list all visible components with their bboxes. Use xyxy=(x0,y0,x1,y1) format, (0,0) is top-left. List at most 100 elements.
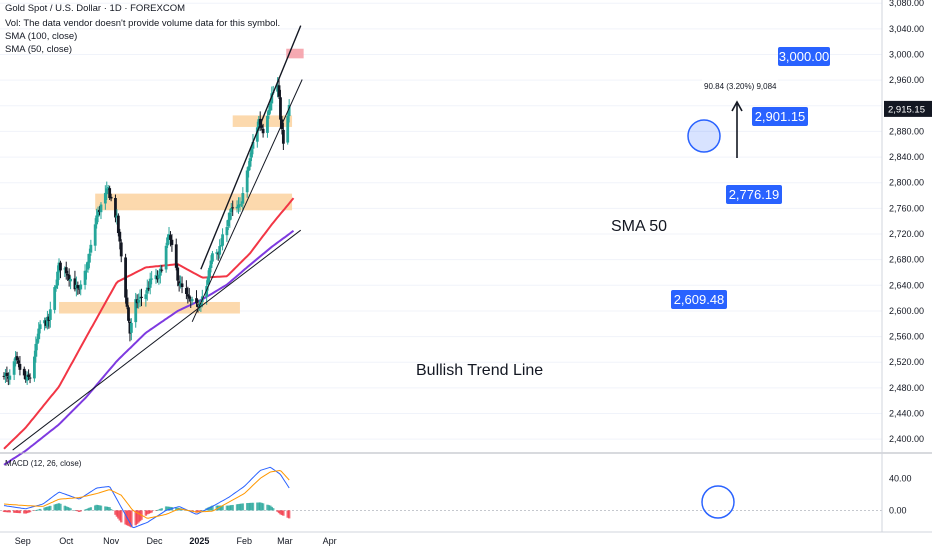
macd-histogram-bar xyxy=(237,504,240,511)
candle-body xyxy=(184,288,188,295)
macd-circle xyxy=(701,485,735,519)
candle-body xyxy=(167,234,171,239)
macd-histogram-bar xyxy=(148,510,152,514)
macd-histogram-bar xyxy=(124,510,127,525)
macd-histogram-bar xyxy=(23,510,26,514)
candle-body xyxy=(169,235,172,240)
symbol-title: Gold Spot / U.S. Dollar · 1D · FOREXCOM xyxy=(5,3,186,14)
x-tick-label: Dec xyxy=(147,536,164,546)
macd-histogram-bar xyxy=(218,505,221,511)
macd-histogram-bar xyxy=(196,510,200,513)
candle-body xyxy=(225,227,229,236)
macd-histogram-bar xyxy=(37,509,40,511)
macd-histogram-bar xyxy=(208,506,211,511)
macd-histogram-bar xyxy=(57,503,61,511)
candle-body xyxy=(206,276,210,285)
candle-body xyxy=(261,128,265,134)
macd-histogram-bar xyxy=(105,506,108,511)
price-label: 2,901.15 xyxy=(755,109,806,124)
candle-body xyxy=(179,283,182,287)
macd-y-tick-label: 40.00 xyxy=(889,473,912,483)
macd-histogram-bar xyxy=(156,510,159,511)
macd-histogram-bar xyxy=(66,506,69,511)
candle-body xyxy=(156,275,159,280)
candle-body xyxy=(125,297,129,307)
macd-histogram-bar xyxy=(130,510,133,528)
candle-body xyxy=(209,260,213,269)
sma100 xyxy=(3,229,295,466)
candle-body xyxy=(135,299,139,304)
y-tick-label: 2,800.00 xyxy=(889,178,924,188)
macd-histogram-bar xyxy=(147,510,150,514)
current-price-box xyxy=(884,100,932,117)
macd-legend: MACD (12, 26, close) xyxy=(5,459,82,468)
y-tick-label: 2,480.00 xyxy=(889,383,924,393)
y-tick-label: 2,640.00 xyxy=(889,280,924,290)
macd-histogram-bar xyxy=(277,510,281,514)
signal-line xyxy=(3,469,290,519)
y-tick-label: 2,840.00 xyxy=(889,152,924,162)
candle-body xyxy=(127,307,130,321)
macd-histogram-bar xyxy=(59,503,62,511)
candle-body xyxy=(157,274,161,279)
candle-body xyxy=(27,374,31,378)
candle-body xyxy=(73,278,77,290)
current-price-label: 2,915.15 xyxy=(888,104,925,115)
sma100-legend[interactable]: SMA (100, close) xyxy=(5,31,78,42)
macd-histogram-bar xyxy=(98,505,101,511)
y-tick-label: 3,000.00 xyxy=(889,49,924,59)
candle-body xyxy=(56,271,59,286)
macd-histogram-bar xyxy=(227,505,230,511)
y-tick-label: 2,960.00 xyxy=(889,75,924,85)
macd-histogram-bar xyxy=(75,510,78,511)
macd-histogram-bar xyxy=(282,510,285,516)
candle-body xyxy=(186,294,190,297)
candle-body xyxy=(281,129,285,144)
macd-histogram-bar xyxy=(199,510,203,511)
x-tick-label: Nov xyxy=(103,536,120,546)
candle-body xyxy=(150,278,154,280)
macd-histogram-bar xyxy=(228,505,232,511)
macd-histogram-bar xyxy=(231,504,234,511)
macd-histogram-bar xyxy=(137,510,140,523)
candle-body xyxy=(46,316,49,327)
candle-body xyxy=(103,192,107,204)
macd-histogram-bar xyxy=(146,510,149,515)
macd-histogram-bar xyxy=(221,505,224,511)
bullish-trend-line xyxy=(12,229,302,451)
macd-histogram-bar xyxy=(114,510,117,515)
measure-text: 90.84 (3.20%) 9,084 xyxy=(704,82,777,91)
volume-note: Vol: The data vendor doesn't provide vol… xyxy=(5,18,281,29)
macd-histogram-bar xyxy=(15,510,19,513)
candle-body xyxy=(160,269,164,271)
up-arrow-head xyxy=(731,100,743,112)
candle-body xyxy=(251,141,255,149)
x-tick-label: 2025 xyxy=(189,536,209,546)
macd-histogram-bar xyxy=(95,504,98,511)
price-label-box xyxy=(778,47,830,66)
macd-histogram-bar xyxy=(159,508,162,511)
macd-histogram-bar xyxy=(150,510,153,513)
sma50-legend[interactable]: SMA (50, close) xyxy=(5,44,73,55)
support-zone xyxy=(95,193,293,211)
candle-body xyxy=(154,275,158,280)
macd-histogram-bar xyxy=(175,507,178,511)
candle-body xyxy=(250,148,253,158)
candle-body xyxy=(15,356,19,361)
x-tick-label: Oct xyxy=(59,536,74,546)
support-zone xyxy=(59,301,240,314)
candle-body xyxy=(255,127,259,142)
candle-body xyxy=(229,208,233,213)
candle-body xyxy=(64,267,68,274)
candle-body xyxy=(69,278,72,282)
candle-body xyxy=(187,295,191,299)
macd-histogram-bar xyxy=(157,509,161,511)
candle-body xyxy=(54,285,58,289)
y-tick-label: 2,720.00 xyxy=(889,229,924,239)
candle-body xyxy=(109,196,113,199)
candle-body xyxy=(231,207,235,209)
macd-histogram-bar xyxy=(93,505,97,511)
candle-body xyxy=(32,356,36,379)
